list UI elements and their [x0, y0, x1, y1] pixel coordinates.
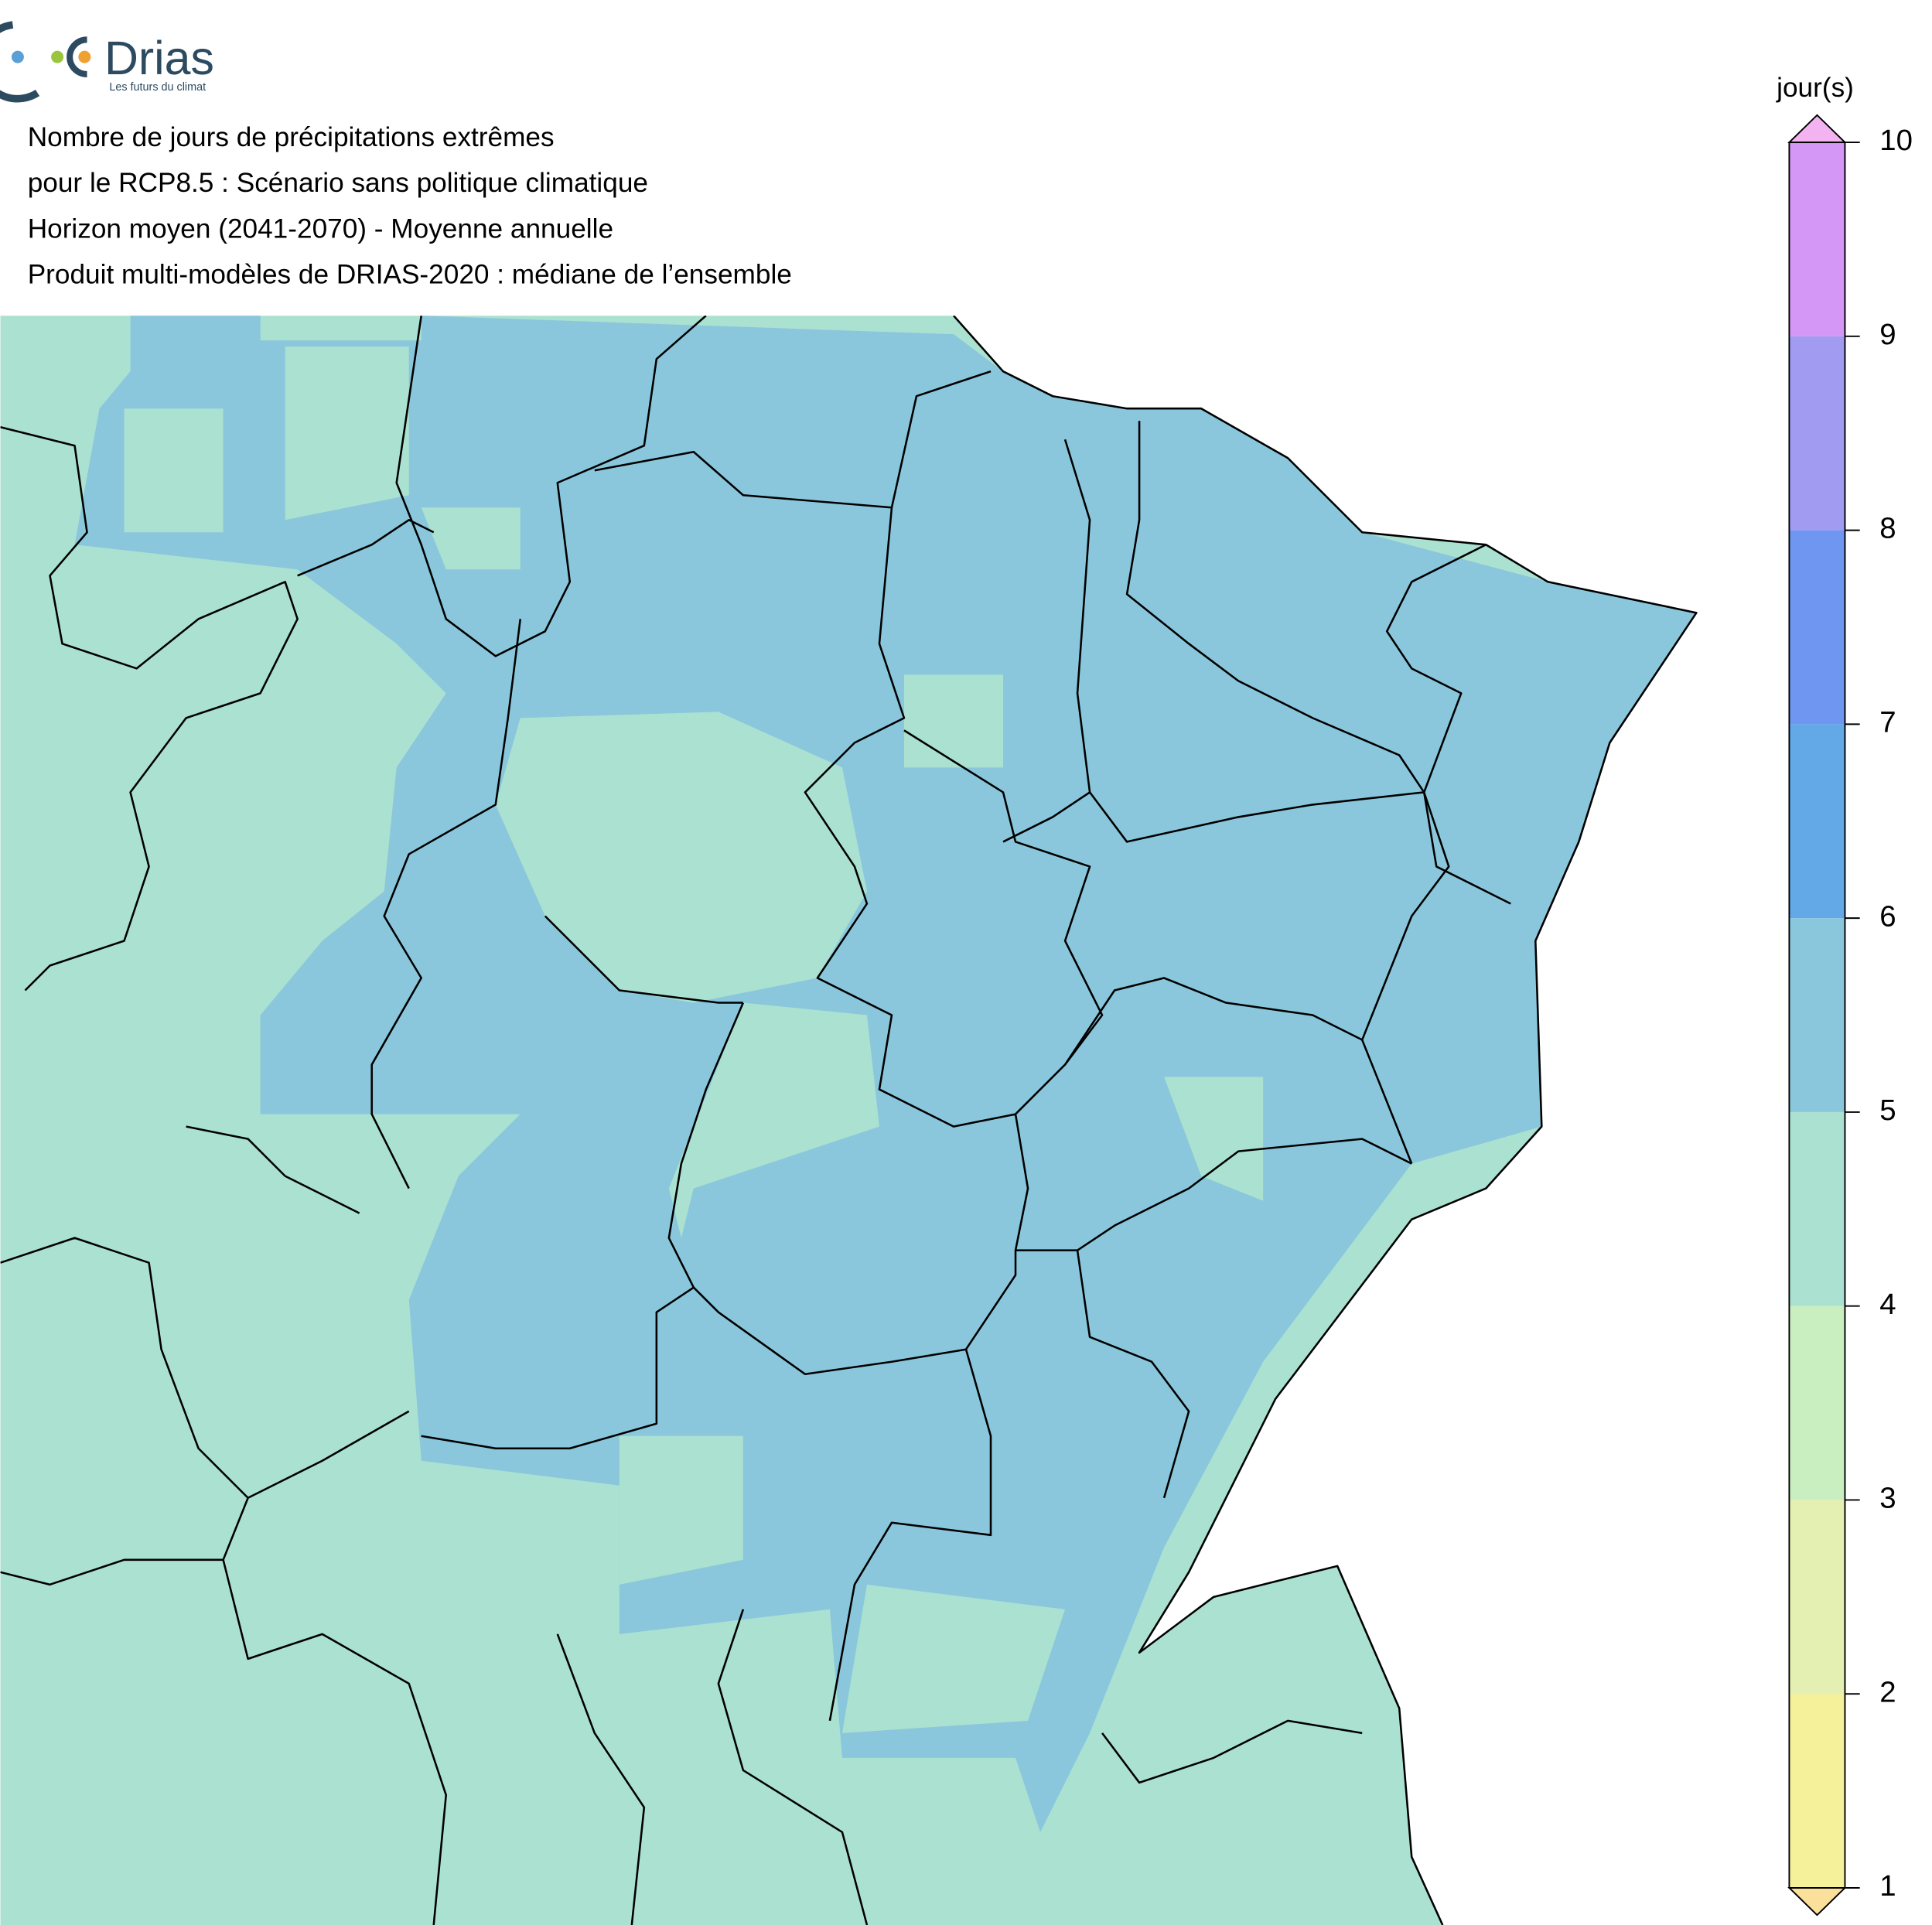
colorbar-tick-label: 7: [1879, 706, 1896, 739]
title-line: Produit multi-modèles de DRIAS-2020 : mé…: [28, 260, 792, 290]
region-border: [0, 316, 1511, 1925]
title-line: Horizon moyen (2041-2070) - Moyenne annu…: [28, 213, 613, 244]
colorbar-segment: [1789, 1500, 1845, 1695]
colorbar-tick-label: 3: [1879, 1482, 1896, 1515]
colorbar-segment: [1789, 918, 1845, 1112]
colorbar-tick-label: 6: [1879, 899, 1896, 933]
logo-arc: [67, 36, 87, 78]
colorbar-tick-label: 8: [1879, 512, 1896, 545]
logo-dot: [51, 50, 64, 63]
colorbar-tick-label: 2: [1879, 1675, 1896, 1708]
colorbar-tick-label: 5: [1879, 1094, 1896, 1127]
region-4-5: [124, 346, 1264, 1733]
colorbar-over: [1787, 114, 1847, 144]
neighbour-area: [1139, 613, 1734, 1925]
title-line: Nombre de jours de précipitations extrêm…: [28, 122, 555, 152]
colorbar-under: [1787, 1887, 1847, 1916]
title-line: pour le RCP8.5 : Scénario sans politique…: [28, 168, 648, 198]
colorbar-tick-label: 4: [1879, 1288, 1896, 1321]
logo: Drias Les futurs du climat: [0, 21, 214, 103]
colorbar-segment: [1789, 1111, 1845, 1306]
colorbar-segment: [1789, 336, 1845, 531]
colorbar-segment: [1789, 1694, 1845, 1888]
colorbar: jour(s) 1 2 3 4 5 6 7 8 9 10: [1776, 73, 1913, 1916]
colorbar-tick-label: 1: [1879, 1869, 1896, 1903]
country-border: [953, 316, 1698, 1925]
colorbar-segment: [1789, 724, 1845, 919]
map: [0, 316, 1734, 1925]
colorbar-tick-label: 10: [1879, 124, 1913, 157]
logo-name: Drias: [104, 32, 214, 84]
colorbar-segment: [1789, 1306, 1845, 1500]
colorbar-unit: jour(s): [1776, 73, 1854, 103]
logo-arc: [0, 21, 40, 103]
title-block: Nombre de jours de précipitations extrêm…: [28, 122, 792, 290]
logo-tagline: Les futurs du climat: [109, 81, 206, 94]
logo-dot: [11, 50, 24, 63]
region-5-6: [74, 316, 1697, 1832]
colorbar-frame: [1788, 142, 1846, 1889]
colorbar-segment: [1789, 142, 1845, 336]
colorbar-segment: [1789, 530, 1845, 725]
logo-dot: [78, 50, 91, 63]
colorbar-tick-label: 9: [1879, 318, 1896, 351]
